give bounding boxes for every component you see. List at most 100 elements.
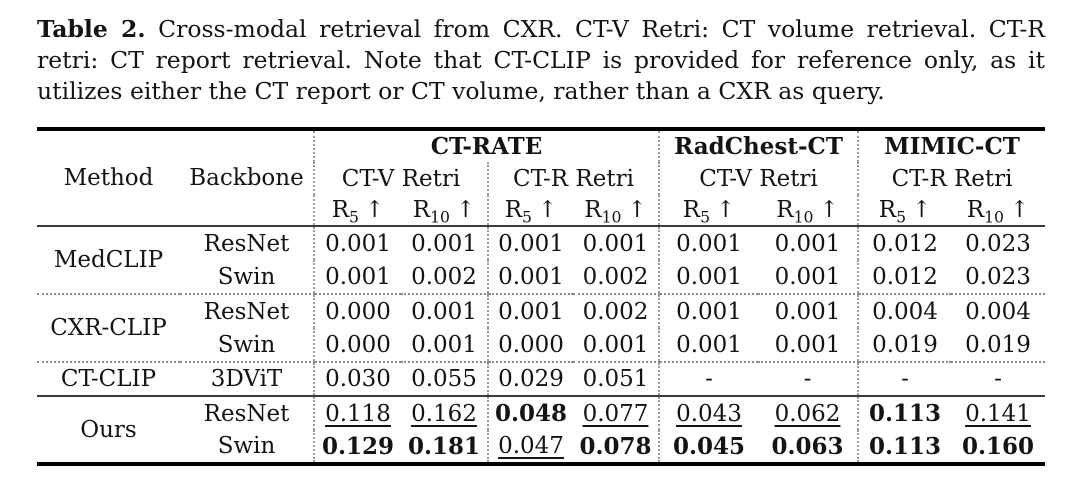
ascending-arrow-icon: ↑ xyxy=(627,197,647,223)
ascending-arrow-icon: ↑ xyxy=(819,197,839,223)
value-cell: 0.001 xyxy=(411,298,477,325)
value-cell: 0.001 xyxy=(573,328,660,363)
backbone-cell: 3DViT xyxy=(180,362,314,397)
value-cell: 0.001 xyxy=(401,328,488,363)
value-cell: 0.019 xyxy=(857,328,952,363)
value-cell: 0.030 xyxy=(313,362,401,397)
metric-sub: 5 xyxy=(896,207,907,227)
value-cell: 0.023 xyxy=(965,230,1031,257)
value-cell: 0.181 xyxy=(407,432,481,460)
value-cell: 0.047 xyxy=(487,430,573,464)
value-cell: 0.045 xyxy=(658,430,759,464)
value-cell: 0.001 xyxy=(487,226,573,260)
metric-sub: 10 xyxy=(430,207,450,227)
dataset-header-radchest-ct: RadChest-CT xyxy=(658,129,859,162)
value-cell: 0.129 xyxy=(313,430,401,464)
value-cell: 0.001 xyxy=(487,294,573,328)
task-header-ctv-retri-1: CT-V Retri xyxy=(313,162,488,195)
metric-header-r5: R5 ↑ xyxy=(487,195,573,227)
value-cell: 0.002 xyxy=(573,260,660,295)
metric-base: R xyxy=(682,197,701,223)
value-cell: 0.113 xyxy=(857,396,952,430)
value-cell: 0.055 xyxy=(401,362,488,397)
dataset-header-mimic-ct: MIMIC-CT xyxy=(857,129,1046,162)
value-cell: 0.001 xyxy=(774,230,841,257)
task-header-ctr-retri-2: CT-R Retri xyxy=(857,162,1046,195)
value-cell: 0.001 xyxy=(758,260,859,295)
value-cell: 0.012 xyxy=(857,260,952,295)
caption-text-1: Cross-modal retrieval from CXR. CT-V Ret… xyxy=(158,15,1045,43)
backbone-cell: ResNet xyxy=(203,298,290,325)
caption-line-2: retri: CT report retrieval. Note that CT… xyxy=(37,46,1045,74)
value-cell: 0.001 xyxy=(658,328,759,363)
metric-header-r10: R10 ↑ xyxy=(758,195,859,227)
method-cell: CT-CLIP xyxy=(37,362,180,397)
metric-base: R xyxy=(878,197,897,223)
table-row: CXR-CLIP ResNet 0.000 0.001 0.001 0.002 … xyxy=(37,294,1045,363)
metric-header-r10: R10 ↑ xyxy=(401,195,488,227)
value-cell: 0.001 xyxy=(582,230,649,257)
value-cell: 0.141 xyxy=(965,400,1031,427)
value-cell: 0.113 xyxy=(857,430,952,464)
metric-sub: 5 xyxy=(522,207,532,227)
backbone-cell: Swin xyxy=(180,260,314,295)
ascending-arrow-icon: ↑ xyxy=(1010,197,1030,223)
table-row: MedCLIP ResNet 0.001 0.001 0.001 0.001 0… xyxy=(37,226,1045,295)
metric-sub: 10 xyxy=(984,207,1004,227)
value-cell: 0.078 xyxy=(579,432,652,460)
table-caption: Table 2. Cross-modal retrieval from CXR.… xyxy=(37,14,1045,107)
value-cell: 0.162 xyxy=(411,400,477,427)
value-cell: 0.001 xyxy=(774,298,841,325)
value-cell: 0.019 xyxy=(951,328,1046,363)
value-cell: 0.000 xyxy=(313,294,401,328)
ascending-arrow-icon: ↑ xyxy=(716,197,736,223)
backbone-cell: Swin xyxy=(217,433,276,459)
backbone-cell: Swin xyxy=(180,328,314,363)
task-header-ctv-retri-2: CT-V Retri xyxy=(658,162,859,195)
value-cell: 0.077 xyxy=(582,400,649,427)
value-cell: 0.062 xyxy=(774,400,841,427)
paper-page: Table 2. Cross-modal retrieval from CXR.… xyxy=(37,14,1046,466)
metric-sub: 10 xyxy=(601,207,622,227)
task-header-ctr-retri-1: CT-R Retri xyxy=(486,162,660,195)
results-table: Method Backbone CT-RATE RadChest-CT MIMI… xyxy=(37,127,1046,466)
metric-base: R xyxy=(331,197,350,223)
value-cell: 0.000 xyxy=(313,328,401,363)
value-cell: 0.001 xyxy=(658,294,759,328)
value-cell: - xyxy=(951,362,1046,397)
method-cell: MedCLIP xyxy=(37,226,180,295)
metric-base: R xyxy=(412,197,431,223)
caption-line-1: Table 2. Cross-modal retrieval from CXR.… xyxy=(37,14,1045,45)
metric-header-r5: R5 ↑ xyxy=(313,195,401,227)
backbone-cell: ResNet xyxy=(203,400,290,427)
backbone-cell: ResNet xyxy=(203,230,290,257)
backbone-column-header: Backbone xyxy=(180,129,314,227)
value-cell: 0.043 xyxy=(658,396,759,430)
metric-base: R xyxy=(776,197,794,223)
value-cell: 0.002 xyxy=(401,260,488,295)
metric-base: R xyxy=(504,197,523,223)
metric-base: R xyxy=(966,197,985,223)
value-cell: 0.000 xyxy=(487,328,573,363)
metric-header-r5: R5 ↑ xyxy=(658,195,759,227)
value-cell: 0.001 xyxy=(313,260,401,295)
value-cell: 0.001 xyxy=(487,260,573,295)
table-row: Ours ResNet 0.118 0.162 0.048 0.077 0.04… xyxy=(37,396,1045,443)
value-cell: - xyxy=(658,362,759,397)
value-cell: 0.063 xyxy=(771,432,844,460)
value-cell: 0.012 xyxy=(857,226,952,260)
value-cell: 0.001 xyxy=(313,226,401,260)
caption-line-3: utilizes either the CT report or CT volu… xyxy=(37,77,885,105)
method-column-header: Method xyxy=(37,129,180,227)
metric-header-r10: R10 ↑ xyxy=(573,195,660,227)
metric-sub: 5 xyxy=(700,207,711,227)
value-cell: 0.001 xyxy=(658,226,759,260)
value-cell: 0.051 xyxy=(573,362,660,397)
dataset-header-ct-rate: CT-RATE xyxy=(312,129,660,162)
value-cell: 0.023 xyxy=(951,260,1046,295)
metric-sub: 10 xyxy=(793,207,814,227)
value-cell: - xyxy=(758,362,859,397)
value-cell: 0.004 xyxy=(857,294,952,328)
table-row: Swin 0.129 0.181 0.047 0.078 0.045 0.063… xyxy=(37,430,1045,464)
ascending-arrow-icon: ↑ xyxy=(538,197,558,223)
